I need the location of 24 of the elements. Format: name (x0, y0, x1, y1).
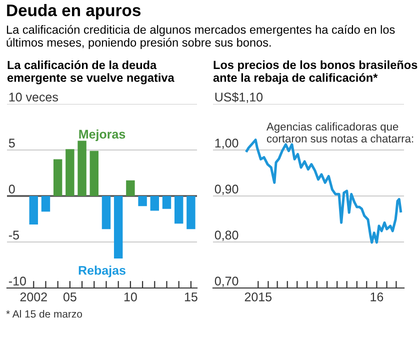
annotation: Rebajas (78, 266, 126, 278)
y-tick-label: -5 (8, 230, 19, 240)
y-tick-label: 0 (8, 184, 15, 194)
annotation: Mejoras (79, 129, 126, 142)
x-tick-label: 16 (370, 292, 384, 302)
annotation: Agencias calificadoras que cortaron sus notas a chatarra: (266, 122, 414, 143)
y-tick-label: 1,00 (215, 138, 238, 150)
y-tick-label: 10 veces (9, 92, 58, 102)
text: La calificación crediticia de algunos mercados emergentes ha caído en los últimos meses, poniendo presión sobre sus bonos. (6, 25, 395, 50)
y-tick-label: US$1,10 (215, 92, 263, 104)
x-tick-label: 05 (63, 292, 76, 302)
text: * Al 15 de marzo (6, 310, 82, 318)
x-tick-label: 15 (184, 292, 198, 302)
x-tick-label: 2015 (244, 292, 272, 302)
y-tick-label: 0,80 (214, 230, 238, 242)
chart-title: La calificación de la deuda emergente se vuelve negativa (7, 60, 174, 84)
y-tick-label: 0,70 (214, 276, 238, 288)
x-tick-label: 10 (124, 292, 137, 302)
x-tick-label: 2002 (20, 292, 47, 302)
y-tick-label: 0,90 (214, 184, 238, 196)
chart-title: Los precios de los bonos brasileños ante la rebaja de calificación* (213, 60, 418, 84)
text: Deuda en apuros (7, 4, 141, 20)
y-tick-label: -10 (8, 276, 26, 286)
y-tick-label: 5 (8, 138, 15, 148)
